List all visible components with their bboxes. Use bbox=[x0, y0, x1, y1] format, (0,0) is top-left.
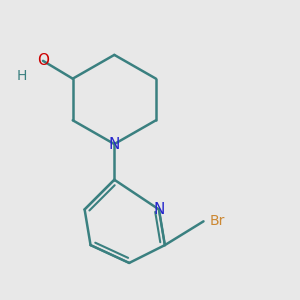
Text: N: N bbox=[109, 136, 120, 152]
Text: O: O bbox=[37, 53, 49, 68]
Text: Br: Br bbox=[209, 214, 225, 228]
Text: N: N bbox=[153, 202, 165, 217]
Text: H: H bbox=[17, 69, 27, 83]
